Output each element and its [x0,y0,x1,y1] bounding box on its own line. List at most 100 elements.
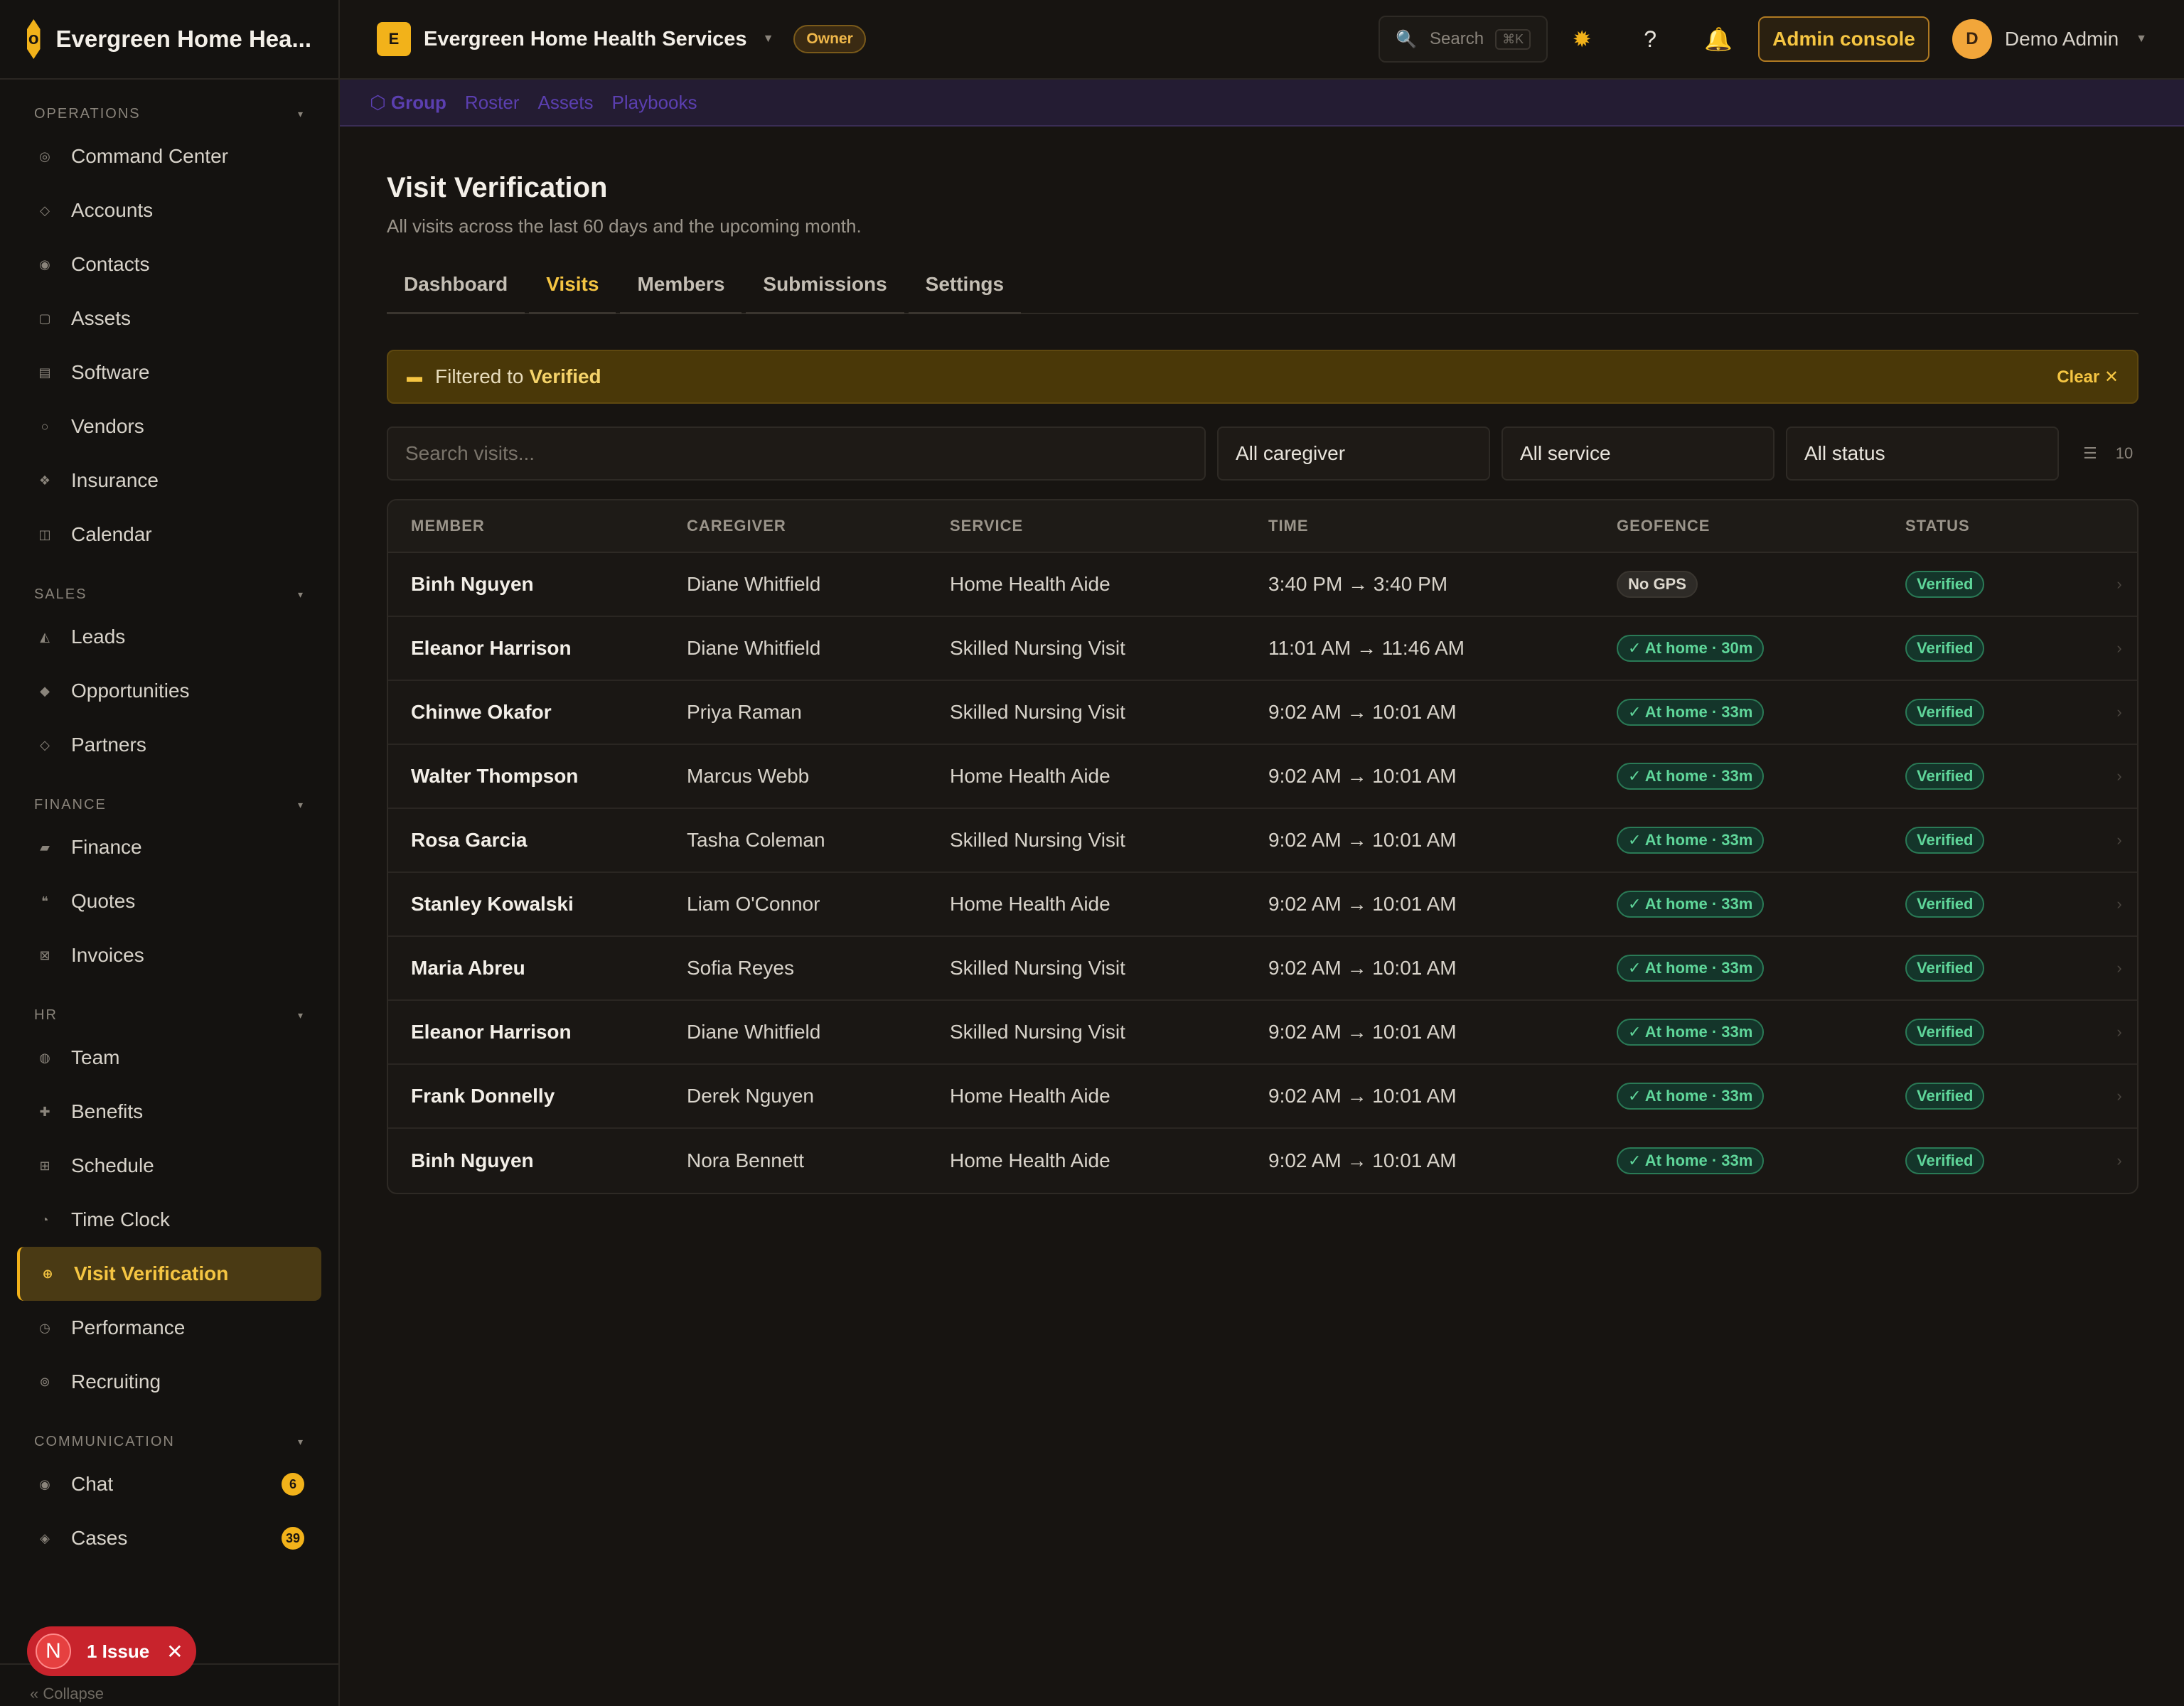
sidebar-item-calendar[interactable]: ◫ Calendar [0,508,338,562]
avatar[interactable]: D [1952,19,1992,59]
clear-filter-button[interactable]: Clear ✕ [2057,367,2119,387]
brand[interactable]: o Evergreen Home Hea... [0,0,338,80]
tab-dashboard[interactable]: Dashboard [387,273,525,314]
workspace-logo[interactable]: E [377,22,411,56]
tab-visits[interactable]: Visits [529,273,616,314]
tab-members[interactable]: Members [620,273,742,314]
table-row[interactable]: Chinwe Okafor Priya Raman Skilled Nursing … [388,681,2137,745]
sidebar-item-invoices[interactable]: ⊠ Invoices [0,928,338,982]
column-header-geofence[interactable]: GEOFENCE [1617,517,1711,535]
column-header-time[interactable]: TIME [1268,517,1309,535]
chevron-down-icon[interactable]: ▾ [297,588,304,600]
table-row[interactable]: Eleanor Harrison Diane Whitfield Skilled N… [388,617,2137,681]
member-cell[interactable]: Frank Donnelly [411,1085,555,1107]
table-row[interactable]: Frank Donnelly Derek Nguyen Home Health Ai… [388,1065,2137,1129]
subnav-group[interactable]: ⬡ Group [370,91,446,113]
sidebar-item-partners[interactable]: ◇ Partners [0,718,338,772]
sidebar-item-accounts[interactable]: ◇ Accounts [0,183,338,237]
workspace-name[interactable]: Evergreen Home Health Services [424,27,747,50]
nav-section-header[interactable]: FINANCE ▾ [0,789,338,820]
member-cell[interactable]: Stanley Kowalski [411,893,574,915]
sidebar-item-chat[interactable]: ◉ Chat 6 [0,1457,338,1511]
sidebar-item-performance[interactable]: ◷ Performance [0,1301,338,1355]
nav-section-header[interactable]: SALES ▾ [0,579,338,610]
admin-console-button[interactable]: Admin console [1758,16,1929,62]
member-cell[interactable]: Binh Nguyen [411,1149,534,1171]
table-row[interactable]: Walter Thompson Marcus Webb Home Health Ai… [388,745,2137,809]
sidebar-item-finance[interactable]: ▰ Finance [0,820,338,874]
member-cell[interactable]: Chinwe Okafor [411,701,552,723]
chevron-right-icon[interactable]: › [2116,1087,2122,1105]
sidebar-item-time-clock[interactable]: ◔ Time Clock [0,1193,338,1247]
sidebar-item-command-center[interactable]: ◎ Command Center [0,129,338,183]
chevron-right-icon[interactable]: › [2116,831,2122,849]
sidebar-item-software[interactable]: ▤ Software [0,345,338,399]
sidebar-item-contacts[interactable]: ◉ Contacts [0,237,338,291]
chevron-right-icon[interactable]: › [2116,767,2122,785]
member-cell[interactable]: Walter Thompson [411,765,579,787]
help-icon[interactable]: ? [1644,26,1657,52]
column-header-status[interactable]: STATUS [1905,517,1970,535]
chevron-down-icon[interactable]: ▾ [297,107,304,119]
table-row[interactable]: Eleanor Harrison Diane Whitfield Skilled N… [388,1001,2137,1065]
search-input[interactable]: Search visits... [387,426,1206,481]
sidebar-item-schedule[interactable]: ⊞ Schedule [0,1139,338,1193]
caregiver-select[interactable]: All caregiver [1217,426,1490,481]
subnav-roster[interactable]: Roster [464,91,520,113]
status-select[interactable]: All status [1786,426,2059,481]
column-header-caregiver[interactable]: CAREGIVER [687,517,786,535]
chevron-down-icon[interactable]: ▾ [297,1435,304,1447]
sidebar-item-team[interactable]: ◍ Team [0,1031,338,1085]
table-row[interactable]: Rosa Garcia Tasha Coleman Skilled Nursing … [388,809,2137,873]
density-icon[interactable]: ☰ [2083,444,2097,462]
member-cell[interactable]: Binh Nguyen [411,573,534,595]
sidebar-item-vendors[interactable]: ○ Vendors [0,399,338,454]
member-cell[interactable]: Eleanor Harrison [411,637,572,659]
chevron-right-icon[interactable]: › [2116,639,2122,657]
subnav-playbooks[interactable]: Playbooks [611,91,697,113]
user-name[interactable]: Demo Admin [2004,28,2119,50]
sidebar-item-quotes[interactable]: ❝ Quotes [0,874,338,928]
sidebar-item-cases[interactable]: ◈ Cases 39 [0,1511,338,1565]
chevron-right-icon[interactable]: › [2116,959,2122,977]
sidebar-item-benefits[interactable]: ✚ Benefits [0,1085,338,1139]
chevron-down-icon[interactable]: ▼ [762,33,774,45]
nav-section-header[interactable]: OPERATIONS ▾ [0,98,338,129]
sidebar-item-assets[interactable]: ▢ Assets [0,291,338,345]
sidebar-item-recruiting[interactable]: ⊚ Recruiting [0,1355,338,1409]
geofence-badge: ✓ At home · 33m [1617,891,1765,918]
chevron-down-icon[interactable]: ▼ [2136,33,2147,45]
chevron-right-icon[interactable]: › [2116,575,2122,593]
count-badge: 39 [281,1527,304,1550]
tab-settings[interactable]: Settings [908,273,1022,314]
nav-section-header[interactable]: HR ▾ [0,999,338,1031]
bell-icon[interactable]: 🔔 [1704,26,1733,52]
table-row[interactable]: Stanley Kowalski Liam O'Connor Home Health… [388,873,2137,937]
sidebar-item-leads[interactable]: ◭ Leads [0,610,338,664]
chevron-right-icon[interactable]: › [2116,703,2122,721]
close-icon[interactable]: ✕ [166,1640,183,1663]
theme-toggle-icon[interactable]: ✹ [1572,26,1592,52]
sidebar-item-opportunities[interactable]: ◆ Opportunities [0,664,338,718]
issue-pill[interactable]: N 1 Issue ✕ [27,1626,196,1676]
chevron-right-icon[interactable]: › [2116,1152,2122,1169]
chevron-down-icon[interactable]: ▾ [297,1009,304,1021]
column-header-service[interactable]: SERVICE [950,517,1024,535]
sidebar-item-visit-verification[interactable]: ⊕ Visit Verification [17,1247,321,1301]
sidebar-item-insurance[interactable]: ❖ Insurance [0,454,338,508]
member-cell[interactable]: Rosa Garcia [411,829,528,851]
chevron-right-icon[interactable]: › [2116,1023,2122,1041]
subnav-assets[interactable]: Assets [537,91,594,113]
table-row[interactable]: Maria Abreu Sofia Reyes Skilled Nursing Vi… [388,937,2137,1001]
column-header-member[interactable]: MEMBER [411,517,485,535]
member-cell[interactable]: Maria Abreu [411,957,525,979]
global-search[interactable]: 🔍 Search ⌘K [1379,16,1548,63]
chevron-down-icon[interactable]: ▾ [297,798,304,810]
table-row[interactable]: Binh Nguyen Diane Whitfield Home Health Ai… [388,553,2137,617]
nav-section-header[interactable]: COMMUNICATION ▾ [0,1426,338,1457]
service-select[interactable]: All service [1502,426,1774,481]
chevron-right-icon[interactable]: › [2116,895,2122,913]
tab-submissions[interactable]: Submissions [746,273,904,314]
member-cell[interactable]: Eleanor Harrison [411,1021,572,1043]
table-row[interactable]: Binh Nguyen Nora Bennett Home Health Aide 9… [388,1129,2137,1193]
